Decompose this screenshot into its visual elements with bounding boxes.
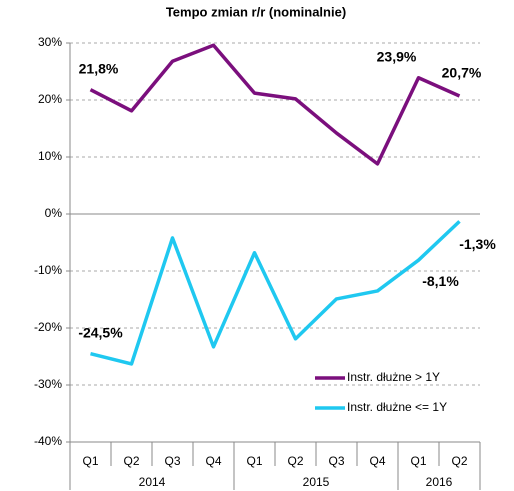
- data-label: -1,3%: [459, 236, 496, 252]
- series-line: [89, 43, 461, 166]
- x-tick-label: Q3: [328, 454, 344, 468]
- x-tick-label: Q2: [287, 454, 303, 468]
- legend-label: Instr. dłużne <= 1Y: [347, 400, 447, 414]
- y-tick-label: -40%: [34, 434, 62, 448]
- chart-title: Tempo zmian r/r (nominalnie): [166, 4, 346, 19]
- series-line: [90, 220, 461, 366]
- y-tick-label: -30%: [34, 377, 62, 391]
- data-label: 21,8%: [79, 60, 119, 76]
- x-tick-label: Q3: [164, 454, 180, 468]
- x-group-label: 2015: [303, 475, 330, 489]
- x-tick-label: Q2: [451, 454, 467, 468]
- y-tick-label: 10%: [38, 149, 62, 163]
- legend-label: Instr. dłużne > 1Y: [347, 370, 440, 384]
- data-label: 20,7%: [442, 65, 482, 81]
- x-tick-label: Q1: [82, 454, 98, 468]
- x-tick-label: Q2: [123, 454, 139, 468]
- y-tick-label: 30%: [38, 35, 62, 49]
- x-tick-label: Q1: [246, 454, 262, 468]
- data-label: 23,9%: [377, 48, 417, 64]
- x-tick-label: Q4: [369, 454, 385, 468]
- x-group-label: 2014: [139, 475, 166, 489]
- y-tick-label: -20%: [34, 320, 62, 334]
- x-tick-label: Q1: [410, 454, 426, 468]
- y-tick-label: 20%: [38, 92, 62, 106]
- x-group-label: 2016: [426, 475, 453, 489]
- y-tick-label: 0%: [45, 206, 63, 220]
- x-tick-label: Q4: [205, 454, 221, 468]
- y-tick-label: -10%: [34, 263, 62, 277]
- data-label: -8,1%: [422, 273, 459, 289]
- data-label: -24,5%: [78, 324, 123, 340]
